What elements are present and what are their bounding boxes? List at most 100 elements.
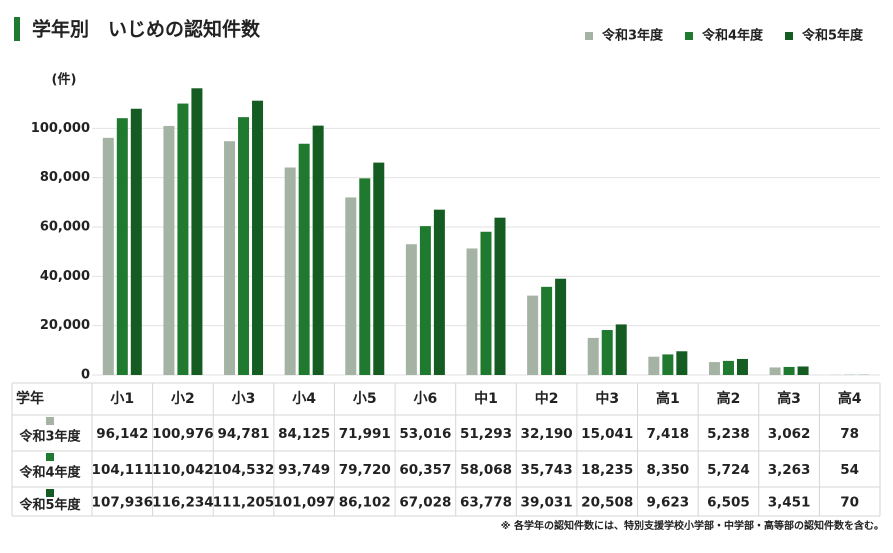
table-value: 53,016 [399,426,451,442]
table-value: 100,976 [152,426,214,442]
bar [345,197,357,375]
bar [433,209,445,375]
bar [116,118,128,375]
bar [130,108,142,375]
x-tick-label: 中3 [595,390,619,407]
table-value: 15,041 [581,426,633,442]
table-value: 35,743 [521,462,573,478]
table-value: 51,293 [460,426,512,442]
bar [527,295,539,375]
bar [102,137,114,375]
bar [224,141,236,375]
y-tick-label: 60,000 [40,220,90,235]
x-tick-label: 小4 [292,391,316,407]
x-tick-label: 小5 [353,391,377,407]
table-value: 3,062 [768,426,811,442]
bar [252,100,264,375]
bar [284,167,296,375]
table-value: 93,749 [278,462,330,478]
y-tick-label: 80,000 [40,170,90,185]
legend-marker [785,32,793,40]
y-tick-label: 0 [81,368,90,383]
table-value: 116,234 [152,495,214,511]
bar [191,88,203,376]
table-value: 70 [840,495,859,511]
bar [587,337,599,375]
x-tick-label: 高4 [838,390,862,407]
table-value: 7,418 [646,426,689,442]
table-value: 79,720 [339,462,391,478]
table-value: 101,097 [273,495,335,511]
table-value: 9,623 [646,495,689,511]
table-value: 58,068 [460,462,512,478]
table-value: 20,508 [581,495,633,511]
row-marker [46,453,54,461]
table-value: 78 [840,426,859,442]
legend-label: 令和4年度 [702,28,764,44]
table-value: 107,936 [92,495,154,511]
title-marker [14,17,20,41]
bar [601,330,613,375]
footnote: ※ 各学年の認知件数には、特別支援学校小学部・中学部・高等部の認知件数を含む。 [501,519,884,532]
x-tick-label: 高2 [717,390,741,407]
bar [298,143,310,375]
row-label: 令和3年度 [19,429,81,445]
table-value: 71,991 [339,426,391,442]
legend-label: 令和5年度 [802,28,864,44]
table-value: 67,028 [399,495,451,511]
table-value: 104,532 [213,462,275,478]
y-tick-label: 100,000 [31,121,90,136]
x-tick-label: 高3 [777,390,801,407]
bar [662,354,674,375]
bar [238,117,250,375]
table-value: 5,724 [707,462,750,478]
row-marker [46,417,54,425]
bar [466,248,478,375]
table-value: 110,042 [152,462,214,478]
table-value: 111,205 [213,495,275,511]
x-tick-label: 高1 [656,390,680,407]
table-value: 8,350 [646,462,689,478]
y-tick-label: 20,000 [40,318,90,333]
bar [359,178,371,375]
bar [676,351,688,375]
table-value: 60,357 [399,462,451,478]
x-tick-label: 中2 [535,390,559,407]
x-tick-label: 小1 [110,391,134,407]
legend-label: 令和3年度 [602,28,664,44]
table-value: 3,451 [768,495,811,511]
table-value: 54 [840,462,859,478]
chart-title: 学年別 いじめの認知件数 [32,18,261,41]
bar [419,226,431,375]
bar [373,162,385,375]
legend-marker [585,32,593,40]
x-tick-label: 小2 [171,391,195,407]
x-tick-label: 小3 [232,391,256,407]
bar [177,103,189,376]
table-value: 5,238 [707,426,750,442]
legend-marker [685,32,693,40]
bar [648,356,660,375]
bar [615,324,627,375]
bar [555,278,567,375]
bar [541,286,553,375]
bar [163,125,175,375]
table-value: 84,125 [278,426,330,442]
table-header: 学年 [16,390,44,407]
table-value: 39,031 [521,495,573,511]
table-value: 3,263 [768,462,811,478]
table-value: 104,111 [92,462,154,478]
bar [405,244,417,375]
bar [722,360,734,375]
table-value: 86,102 [339,495,391,511]
table-value: 63,778 [460,495,512,511]
y-unit: (件) [52,72,77,88]
table-value: 96,142 [96,426,148,442]
bar [494,217,506,375]
table-value: 32,190 [521,426,573,442]
table-value: 18,235 [581,462,633,478]
row-label: 令和5年度 [19,497,81,513]
bar [312,125,324,375]
y-tick-label: 40,000 [40,269,90,284]
